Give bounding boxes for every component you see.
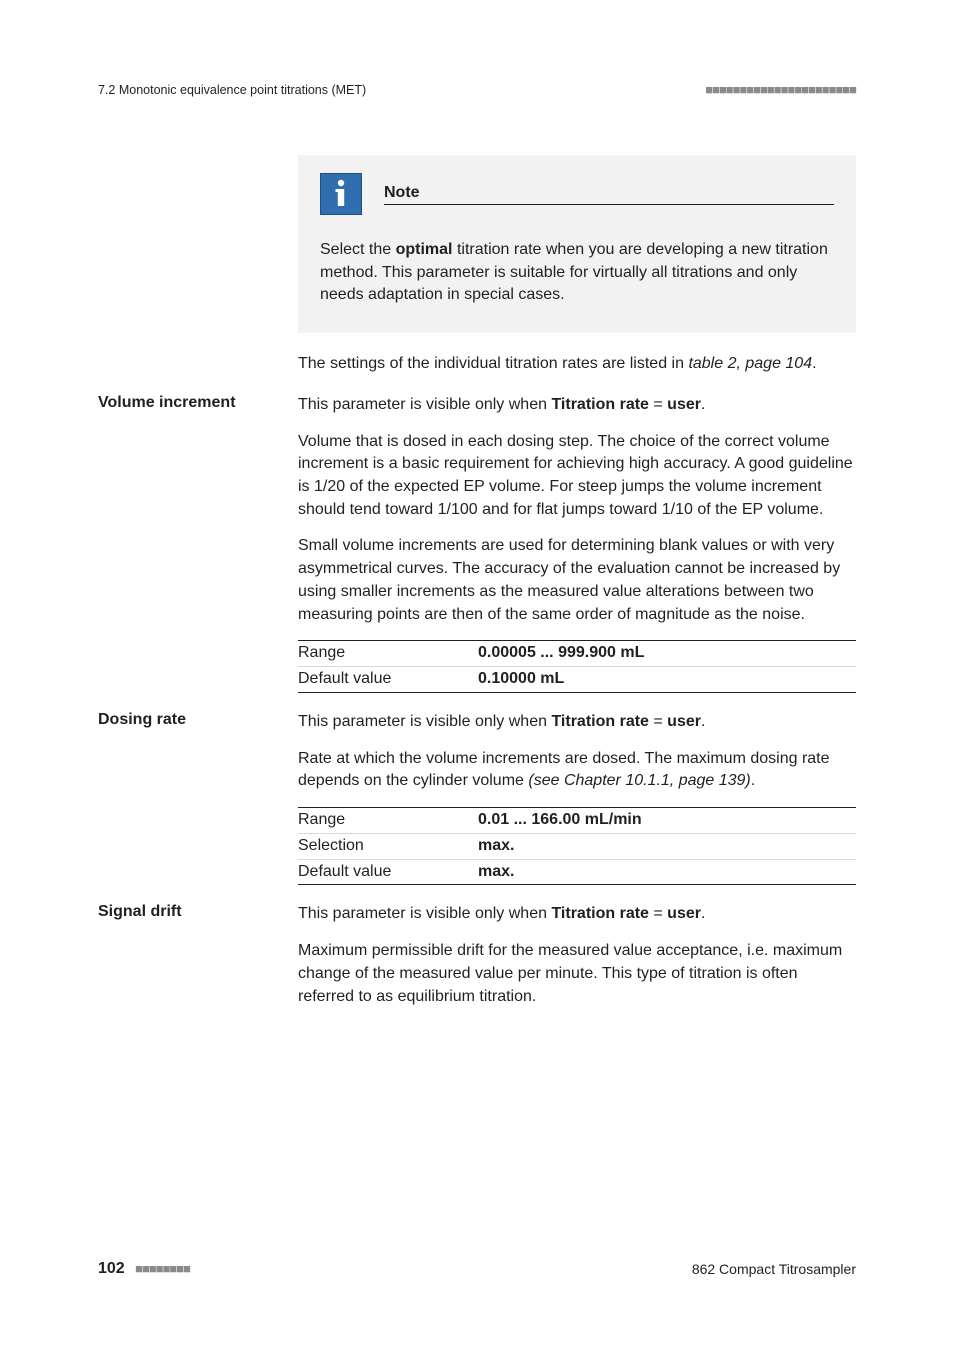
spec-key-range: Range bbox=[298, 641, 478, 666]
heading-volume-increment: Volume increment bbox=[98, 394, 288, 412]
vi-visibility: This parameter is visible only when Titr… bbox=[298, 394, 856, 417]
spec-key-default: Default value bbox=[298, 667, 478, 692]
note-body: Select the optimal titration rate when y… bbox=[320, 239, 834, 307]
table-row: Default value 0.10000 mL bbox=[298, 666, 856, 692]
spec-val-range: 0.00005 ... 999.900 mL bbox=[478, 641, 644, 666]
page-footer: 102 ■■■■■■■■ 862 Compact Titrosampler bbox=[98, 1260, 856, 1278]
spec-key-range: Range bbox=[298, 808, 478, 833]
dr-p1-crossref: (see Chapter 10.1.1, page 139) bbox=[528, 772, 750, 789]
note-text-bold: optimal bbox=[396, 241, 453, 258]
spec-key-default: Default value bbox=[298, 860, 478, 885]
running-header: 7.2 Monotonic equivalence point titratio… bbox=[98, 82, 856, 97]
note-label: Note bbox=[384, 184, 834, 205]
runhead-section: 7.2 Monotonic equivalence point titratio… bbox=[98, 83, 366, 97]
vi-p1: Volume that is dosed in each dosing step… bbox=[298, 431, 856, 522]
footer-product: 862 Compact Titrosampler bbox=[692, 1261, 856, 1277]
runhead-dashes: ■■■■■■■■■■■■■■■■■■■■■■ bbox=[705, 82, 856, 97]
sd-vis-eq: = bbox=[649, 905, 667, 922]
vi-p2: Small volume increments are used for det… bbox=[298, 535, 856, 626]
spec-key-selection: Selection bbox=[298, 834, 478, 859]
section-signal-drift: Signal drift This parameter is visible o… bbox=[298, 903, 856, 1008]
dr-spec-table: Range 0.01 ... 166.00 mL/min Selection m… bbox=[298, 807, 856, 885]
spec-val-range: 0.01 ... 166.00 mL/min bbox=[478, 808, 642, 833]
intro-paragraph: The settings of the individual titration… bbox=[298, 353, 856, 376]
dr-vis-post: . bbox=[701, 713, 705, 730]
table-row: Selection max. bbox=[298, 833, 856, 859]
intro-pre: The settings of the individual titration… bbox=[298, 355, 688, 372]
note-box: Note Select the optimal titration rate w… bbox=[298, 155, 856, 333]
table-row: Range 0.00005 ... 999.900 mL bbox=[298, 641, 856, 666]
intro-crossref: table 2, page 104 bbox=[688, 355, 812, 372]
vi-vis-b2: user bbox=[667, 396, 701, 413]
vi-vis-b1: Titration rate bbox=[551, 396, 649, 413]
dr-vis-pre: This parameter is visible only when bbox=[298, 713, 551, 730]
heading-dosing-rate: Dosing rate bbox=[98, 711, 288, 729]
sd-p1: Maximum permissible drift for the measur… bbox=[298, 940, 856, 1008]
info-icon bbox=[320, 173, 362, 215]
spec-val-default: 0.10000 mL bbox=[478, 667, 564, 692]
page-number-value: 102 bbox=[98, 1260, 125, 1277]
dr-vis-b1: Titration rate bbox=[551, 713, 649, 730]
footer-dashes: ■■■■■■■■ bbox=[135, 1261, 190, 1276]
sd-vis-b2: user bbox=[667, 905, 701, 922]
section-volume-increment: Volume increment This parameter is visib… bbox=[298, 394, 856, 693]
vi-vis-eq: = bbox=[649, 396, 667, 413]
vi-vis-post: . bbox=[701, 396, 705, 413]
dr-vis-eq: = bbox=[649, 713, 667, 730]
note-text-pre: Select the bbox=[320, 241, 396, 258]
intro-post: . bbox=[812, 355, 816, 372]
spec-val-default: max. bbox=[478, 860, 514, 885]
vi-vis-pre: This parameter is visible only when bbox=[298, 396, 551, 413]
dr-p1: Rate at which the volume increments are … bbox=[298, 748, 856, 793]
heading-signal-drift: Signal drift bbox=[98, 903, 288, 921]
dr-vis-b2: user bbox=[667, 713, 701, 730]
vi-spec-table: Range 0.00005 ... 999.900 mL Default val… bbox=[298, 640, 856, 693]
sd-vis-pre: This parameter is visible only when bbox=[298, 905, 551, 922]
sd-visibility: This parameter is visible only when Titr… bbox=[298, 903, 856, 926]
section-dosing-rate: Dosing rate This parameter is visible on… bbox=[298, 711, 856, 886]
sd-vis-post: . bbox=[701, 905, 705, 922]
dr-p1-post: . bbox=[751, 772, 755, 789]
table-row: Range 0.01 ... 166.00 mL/min bbox=[298, 808, 856, 833]
sd-vis-b1: Titration rate bbox=[551, 905, 649, 922]
dr-visibility: This parameter is visible only when Titr… bbox=[298, 711, 856, 734]
table-row: Default value max. bbox=[298, 859, 856, 885]
spec-val-selection: max. bbox=[478, 834, 514, 859]
page-number: 102 ■■■■■■■■ bbox=[98, 1260, 190, 1278]
